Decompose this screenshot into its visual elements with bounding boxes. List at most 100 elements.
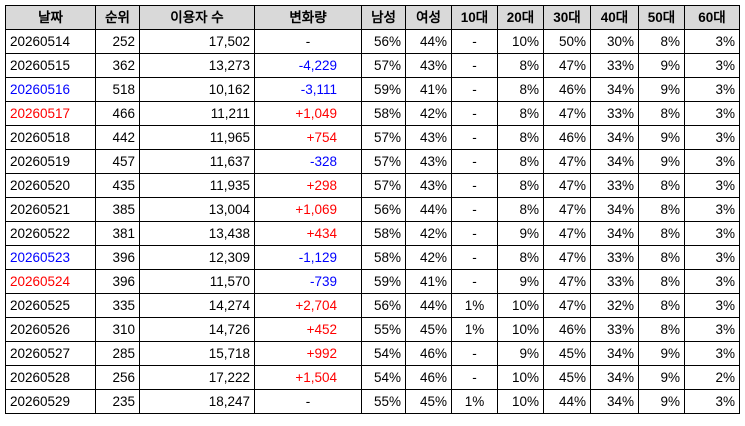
cell-age-10s: -	[451, 341, 498, 366]
cell-age-60s: 3%	[684, 341, 740, 366]
cell-age-10s: -	[451, 221, 498, 246]
table-body: 20260514 252 17,502-56% 44% -10% 50% 30% 8% 3% 20…	[5, 29, 740, 414]
cell-age-20s: 10%	[497, 29, 544, 54]
cell-female: 45%	[405, 389, 452, 414]
cell-female: 43%	[405, 173, 452, 198]
cell-age-60s: 3%	[684, 149, 740, 174]
cell-age-20s: 8%	[497, 53, 544, 78]
header-age-10s: 10대	[451, 5, 498, 30]
cell-date: 20260520	[5, 173, 96, 198]
cell-change: +1,069	[254, 197, 362, 222]
cell-age-20s: 10%	[497, 389, 544, 414]
cell-date: 20260516	[5, 77, 96, 102]
cell-rank: 381	[95, 221, 140, 246]
cell-age-10s: -	[451, 173, 498, 198]
cell-change: +452	[254, 317, 362, 342]
cell-male: 55%	[361, 389, 406, 414]
cell-rank: 256	[95, 365, 140, 390]
cell-date: 20260526	[5, 317, 96, 342]
table-row: 20260519 457 11,637 -328 57% 43% -8% 47% 34% 9% 3%	[5, 149, 740, 174]
table-row: 20260517 466 11,211 +1,049 58% 42% -8% 47% 33% 8%…	[5, 101, 740, 126]
cell-male: 59%	[361, 77, 406, 102]
cell-users: 13,004	[139, 197, 255, 222]
cell-female: 44%	[405, 293, 452, 318]
cell-age-60s: 3%	[684, 77, 740, 102]
cell-age-30s: 45%	[543, 341, 591, 366]
cell-female: 43%	[405, 149, 452, 174]
cell-users: 11,935	[139, 173, 255, 198]
cell-female: 44%	[405, 29, 452, 54]
cell-age-60s: 3%	[684, 389, 740, 414]
cell-age-30s: 47%	[543, 197, 591, 222]
cell-change: -1,129	[254, 245, 362, 270]
cell-rank: 362	[95, 53, 140, 78]
cell-age-30s: 44%	[543, 389, 591, 414]
cell-age-30s: 47%	[543, 53, 591, 78]
cell-age-10s: -	[451, 365, 498, 390]
table-row: 20260520 435 11,935 +298 57% 43% -8% 47% 33% 8% 3%	[5, 173, 740, 198]
cell-female: 43%	[405, 125, 452, 150]
cell-change: -328	[254, 149, 362, 174]
cell-age-60s: 3%	[684, 173, 740, 198]
cell-users: 15,718	[139, 341, 255, 366]
cell-age-40s: 34%	[590, 221, 639, 246]
cell-male: 56%	[361, 29, 406, 54]
cell-age-40s: 34%	[590, 341, 639, 366]
cell-age-40s: 33%	[590, 101, 639, 126]
cell-male: 57%	[361, 173, 406, 198]
cell-date: 20260524	[5, 269, 96, 294]
cell-rank: 310	[95, 317, 140, 342]
table-row: 20260518 442 11,965 +754 57% 43% -8% 46% 34% 9% 3%	[5, 125, 740, 150]
cell-date: 20260523	[5, 245, 96, 270]
cell-age-10s: 1%	[451, 317, 498, 342]
cell-users: 10,162	[139, 77, 255, 102]
cell-age-10s: 1%	[451, 293, 498, 318]
cell-change: -4,229	[254, 53, 362, 78]
cell-change: -	[254, 29, 362, 54]
cell-age-30s: 47%	[543, 221, 591, 246]
cell-age-30s: 50%	[543, 29, 591, 54]
cell-age-30s: 47%	[543, 269, 591, 294]
header-female: 여성	[405, 5, 452, 30]
cell-date: 20260518	[5, 125, 96, 150]
cell-age-50s: 8%	[638, 221, 685, 246]
cell-age-40s: 30%	[590, 29, 639, 54]
cell-male: 57%	[361, 53, 406, 78]
cell-age-60s: 3%	[684, 269, 740, 294]
cell-users: 13,273	[139, 53, 255, 78]
cell-age-30s: 46%	[543, 317, 591, 342]
header-age-60s: 60대	[684, 5, 740, 30]
cell-age-50s: 9%	[638, 149, 685, 174]
header-date: 날짜	[5, 5, 96, 30]
cell-rank: 252	[95, 29, 140, 54]
cell-age-50s: 8%	[638, 269, 685, 294]
cell-rank: 466	[95, 101, 140, 126]
table-row: 20260521 385 13,004 +1,069 56% 44% -8% 47% 34% 8%…	[5, 197, 740, 222]
cell-age-60s: 3%	[684, 293, 740, 318]
cell-age-50s: 9%	[638, 53, 685, 78]
cell-age-20s: 8%	[497, 125, 544, 150]
cell-change: +1,049	[254, 101, 362, 126]
cell-female: 41%	[405, 269, 452, 294]
cell-female: 44%	[405, 197, 452, 222]
cell-age-60s: 3%	[684, 125, 740, 150]
cell-date: 20260525	[5, 293, 96, 318]
cell-age-50s: 9%	[638, 365, 685, 390]
header-change: 변화량	[254, 5, 362, 30]
header-male: 남성	[361, 5, 406, 30]
cell-users: 11,570	[139, 269, 255, 294]
cell-female: 45%	[405, 317, 452, 342]
cell-rank: 285	[95, 341, 140, 366]
cell-age-40s: 34%	[590, 389, 639, 414]
cell-age-40s: 34%	[590, 197, 639, 222]
cell-male: 55%	[361, 317, 406, 342]
cell-change: +298	[254, 173, 362, 198]
cell-date: 20260522	[5, 221, 96, 246]
table-row: 20260514 252 17,502-56% 44% -10% 50% 30% 8% 3%	[5, 29, 740, 54]
cell-age-60s: 3%	[684, 221, 740, 246]
cell-users: 11,211	[139, 101, 255, 126]
cell-age-10s: -	[451, 149, 498, 174]
cell-age-20s: 9%	[497, 269, 544, 294]
cell-age-50s: 9%	[638, 341, 685, 366]
table-row: 20260528 256 17,222 +1,504 54% 46% -10% 45% 34% 9…	[5, 365, 740, 390]
